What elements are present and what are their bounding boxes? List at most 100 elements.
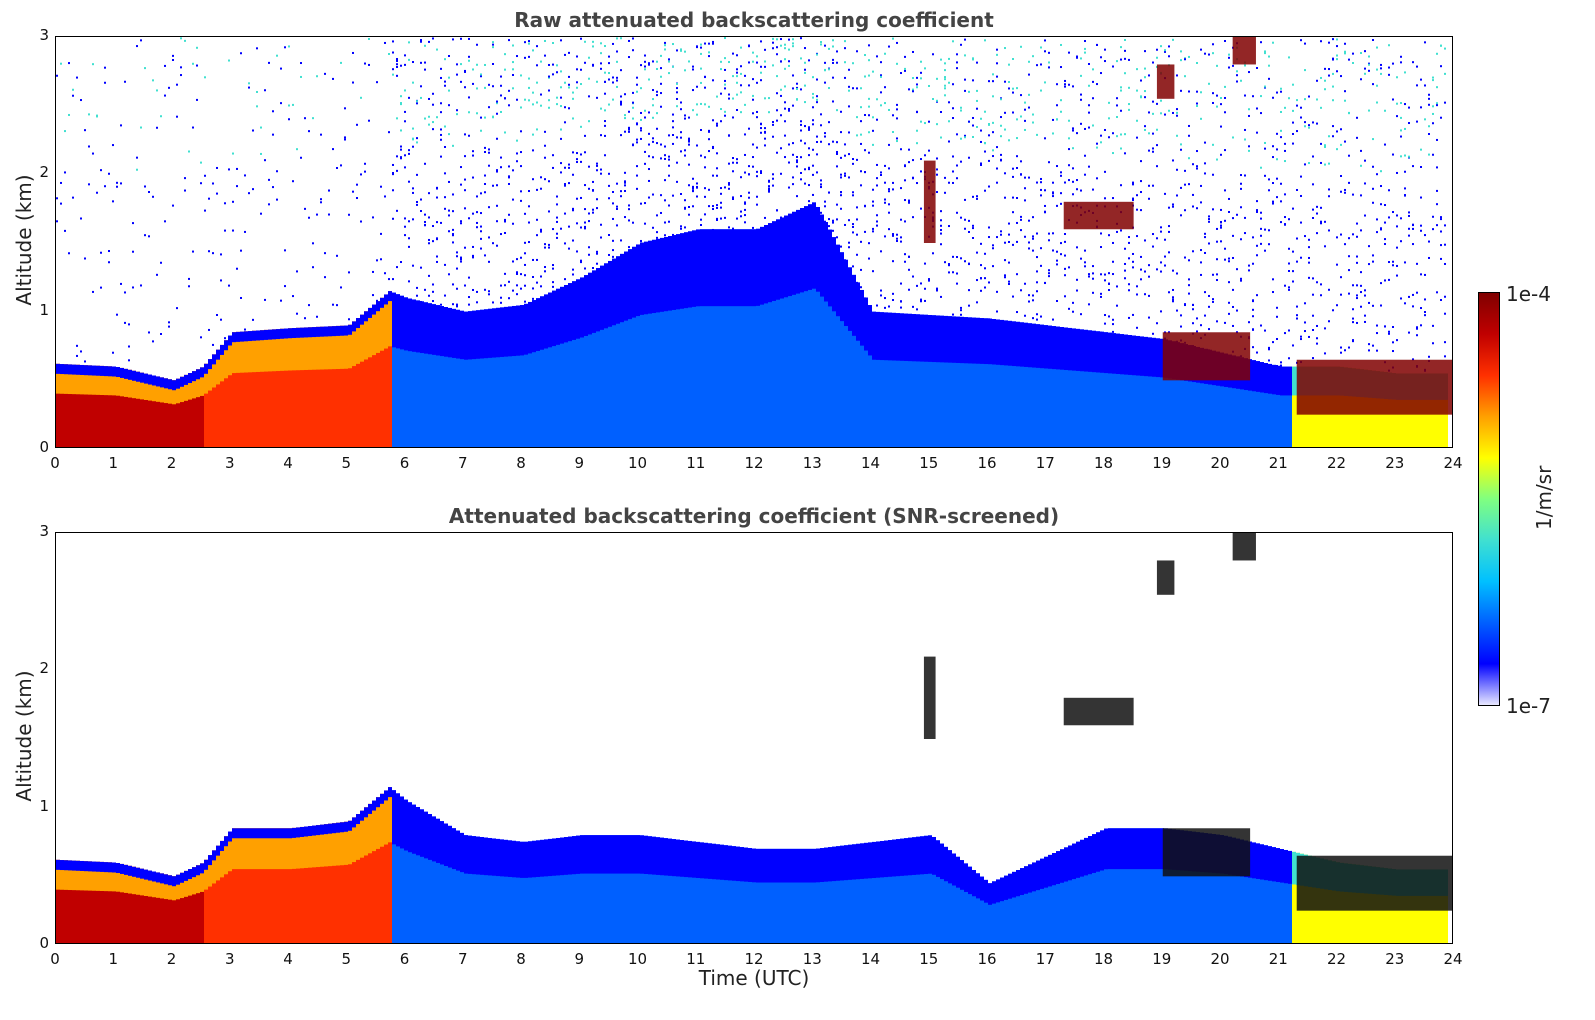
noise-pixel xyxy=(428,216,430,219)
noise-pixel xyxy=(1172,203,1174,206)
noise-pixel xyxy=(136,168,138,171)
heatmap-edge xyxy=(980,876,984,901)
noise-pixel xyxy=(1300,335,1302,338)
heatmap-column xyxy=(1176,829,1180,943)
noise-pixel xyxy=(1364,182,1366,185)
noise-pixel xyxy=(944,261,946,264)
heatmap-edge xyxy=(1072,843,1076,880)
heatmap-edge xyxy=(264,828,268,839)
noise-pixel xyxy=(248,192,250,195)
heatmap-edge xyxy=(520,841,524,878)
noise-pixel xyxy=(1008,280,1010,283)
heatmap-edge xyxy=(452,828,456,870)
noise-pixel xyxy=(740,111,742,114)
noise-pixel xyxy=(1084,154,1086,157)
heatmap-edge xyxy=(868,842,872,879)
noise-pixel xyxy=(1360,194,1362,197)
heatmap-edge xyxy=(764,848,768,883)
noise-pixel xyxy=(668,164,670,167)
noise-pixel xyxy=(748,61,750,64)
noise-pixel xyxy=(1220,103,1222,106)
noise-pixel xyxy=(480,73,482,76)
noise-pixel xyxy=(1380,228,1382,231)
noise-pixel xyxy=(1260,95,1262,98)
noise-pixel xyxy=(688,163,690,166)
noise-pixel xyxy=(1196,207,1198,210)
heatmap-edge xyxy=(204,859,208,890)
heatmap-column xyxy=(896,839,900,943)
noise-pixel xyxy=(260,212,262,215)
heatmap-edge xyxy=(548,838,552,877)
heatmap-column xyxy=(752,848,756,943)
heatmap-column xyxy=(140,868,144,943)
noise-pixel xyxy=(308,216,310,219)
noise-pixel xyxy=(1416,291,1418,294)
noise-pixel xyxy=(640,240,642,243)
heatmap-edge xyxy=(1284,849,1288,884)
noise-pixel xyxy=(640,111,642,114)
heatmap-edge xyxy=(124,368,128,379)
noise-pixel xyxy=(496,102,498,105)
noise-pixel xyxy=(1292,132,1294,135)
noise-pixel xyxy=(1124,269,1126,272)
heatmap-edge xyxy=(352,321,356,367)
heatmap-edge xyxy=(888,840,892,877)
noise-pixel xyxy=(812,119,814,122)
heatmap-column xyxy=(828,847,832,943)
noise-pixel xyxy=(1368,263,1370,266)
heatmap-edge xyxy=(928,835,932,874)
noise-pixel xyxy=(632,106,634,109)
noise-pixel xyxy=(1084,249,1086,252)
heatmap-edge xyxy=(68,364,72,395)
noise-pixel xyxy=(476,43,478,46)
noise-pixel xyxy=(116,185,118,188)
noise-pixel xyxy=(628,128,630,131)
noise-pixel xyxy=(1004,172,1006,175)
noise-pixel xyxy=(1012,295,1014,298)
noise-pixel xyxy=(1348,181,1350,184)
noise-pixel xyxy=(504,284,506,287)
noise-pixel xyxy=(556,220,558,223)
noise-pixel xyxy=(984,286,986,289)
heatmap-column xyxy=(488,837,492,943)
noise-pixel xyxy=(1064,83,1066,86)
noise-pixel xyxy=(1272,291,1274,294)
heatmap-edge xyxy=(376,797,380,849)
heatmap-edge xyxy=(64,364,68,394)
noise-pixel xyxy=(764,216,766,219)
noise-pixel xyxy=(332,303,334,306)
heatmap-column xyxy=(576,279,580,447)
heatmap-edge xyxy=(1280,849,1284,883)
noise-pixel xyxy=(540,230,542,233)
noise-pixel xyxy=(636,174,638,177)
noise-pixel xyxy=(1260,211,1262,214)
heatmap-column xyxy=(1148,337,1152,447)
noise-pixel xyxy=(908,201,910,204)
heatmap-edge xyxy=(416,300,420,353)
heatmap-column xyxy=(660,837,664,943)
noise-pixel xyxy=(844,172,846,175)
noise-pixel xyxy=(216,313,218,316)
noise-pixel xyxy=(668,72,670,75)
heatmap-edge xyxy=(828,229,832,307)
noise-pixel xyxy=(848,246,850,249)
noise-pixel xyxy=(384,272,386,275)
heatmap-edge xyxy=(192,371,196,382)
noise-pixel xyxy=(1320,222,1322,225)
heatmap-column xyxy=(64,860,68,943)
noise-pixel xyxy=(1012,57,1014,60)
noise-pixel xyxy=(428,123,430,126)
noise-pixel xyxy=(1236,268,1238,271)
heatmap-edge xyxy=(312,327,316,338)
noise-pixel xyxy=(732,116,734,119)
heatmap-edge xyxy=(296,327,300,371)
noise-pixel xyxy=(1392,260,1394,263)
heatmap-column xyxy=(84,365,88,447)
noise-pixel xyxy=(1128,108,1130,111)
noise-pixel xyxy=(1312,216,1314,219)
noise-pixel xyxy=(1108,101,1110,104)
noise-pixel xyxy=(904,69,906,72)
heatmap-edge xyxy=(132,370,136,381)
noise-pixel xyxy=(1420,229,1422,232)
noise-pixel xyxy=(592,180,594,183)
